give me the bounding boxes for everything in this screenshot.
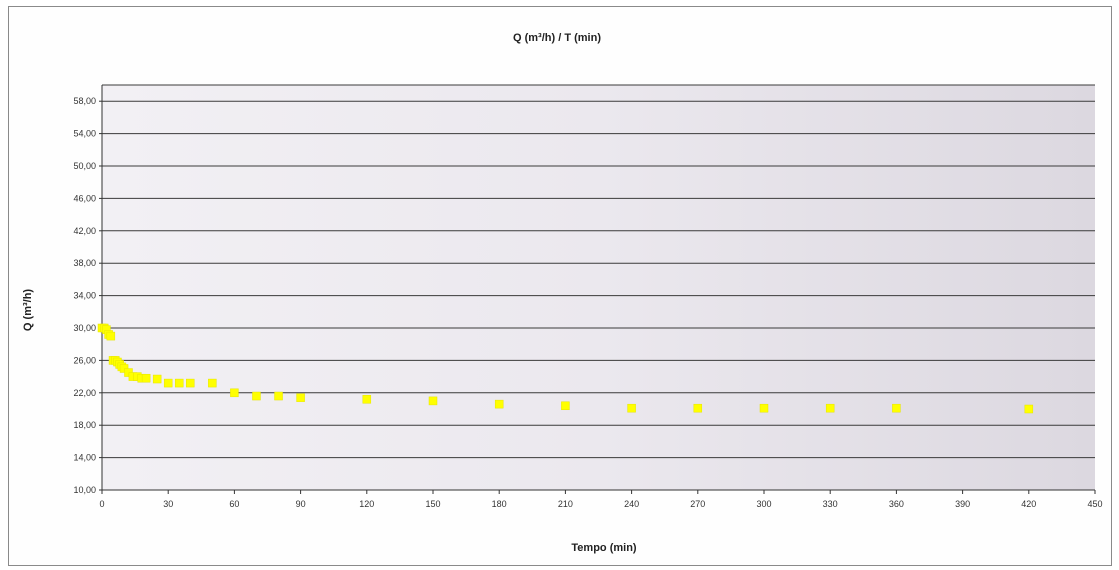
data-point: [141, 373, 151, 383]
chart-frame: Q (m³/h) / T (min) 10,00 14,00 18,00 22,00 2…: [8, 6, 1112, 566]
x-tick-label: 30: [163, 499, 173, 509]
y-tick-label: 46,00: [73, 193, 96, 203]
x-tick-label: 390: [955, 499, 970, 509]
scatter-chart: Q (m³/h) / T (min) 10,00 14,00 18,00 22,00 2…: [22, 32, 1103, 554]
x-tick-label: 90: [296, 499, 306, 509]
x-tick-label: 210: [558, 499, 573, 509]
data-point: [208, 378, 217, 388]
y-axis-ticks: 10,00 14,00 18,00 22,00 26,00 30,00 34,00 38,00…: [73, 96, 102, 495]
data-point: [163, 378, 173, 388]
x-tick-label: 240: [624, 499, 639, 509]
x-tick-label: 120: [359, 499, 374, 509]
x-axis-ticks: 0 30 60 90 120 150 180 210 240 270 300 330 360 390 420…: [99, 490, 1103, 509]
y-tick-label: 18,00: [73, 420, 96, 430]
data-point: [186, 378, 195, 388]
x-tick-label: 420: [1021, 499, 1036, 509]
y-tick-label: 14,00: [73, 453, 96, 463]
data-point: [627, 403, 636, 413]
y-tick-label: 54,00: [73, 129, 96, 139]
data-point: [494, 399, 504, 409]
data-point: [693, 403, 703, 413]
data-points: [97, 323, 1034, 414]
data-point: [106, 331, 116, 341]
y-tick-label: 42,00: [73, 226, 96, 236]
data-point: [892, 403, 901, 413]
y-tick-label: 34,00: [73, 291, 96, 301]
data-point: [252, 391, 261, 401]
y-tick-label: 26,00: [73, 355, 96, 365]
x-tick-label: 270: [690, 499, 705, 509]
x-tick-label: 450: [1087, 499, 1102, 509]
y-tick-label: 10,00: [73, 485, 96, 495]
y-tick-label: 22,00: [73, 388, 96, 398]
y-tick-label: 30,00: [73, 323, 96, 333]
y-tick-label: 38,00: [73, 258, 96, 268]
x-tick-label: 180: [492, 499, 507, 509]
data-point: [274, 391, 283, 401]
x-axis-title: Tempo (min): [571, 542, 637, 554]
x-tick-label: 60: [229, 499, 239, 509]
x-tick-label: 300: [756, 499, 771, 509]
data-point: [1024, 404, 1034, 414]
plot-area: [102, 85, 1095, 490]
y-tick-label: 50,00: [73, 161, 96, 171]
x-tick-label: 360: [889, 499, 904, 509]
data-point: [759, 403, 769, 413]
data-point: [561, 401, 570, 411]
y-axis-title: Q (m³/h): [22, 289, 34, 331]
data-point: [362, 395, 372, 404]
y-tick-label: 58,00: [73, 96, 96, 106]
x-tick-label: 330: [823, 499, 838, 509]
data-point: [296, 393, 305, 402]
data-point: [174, 378, 184, 388]
chart-title: Q (m³/h) / T (min): [513, 32, 601, 44]
gridlines: [101, 84, 1095, 491]
data-point: [230, 388, 239, 398]
data-point: [825, 403, 835, 413]
data-point: [428, 396, 438, 406]
x-tick-label: 0: [99, 499, 104, 509]
x-tick-label: 150: [425, 499, 440, 509]
data-point: [152, 374, 162, 384]
